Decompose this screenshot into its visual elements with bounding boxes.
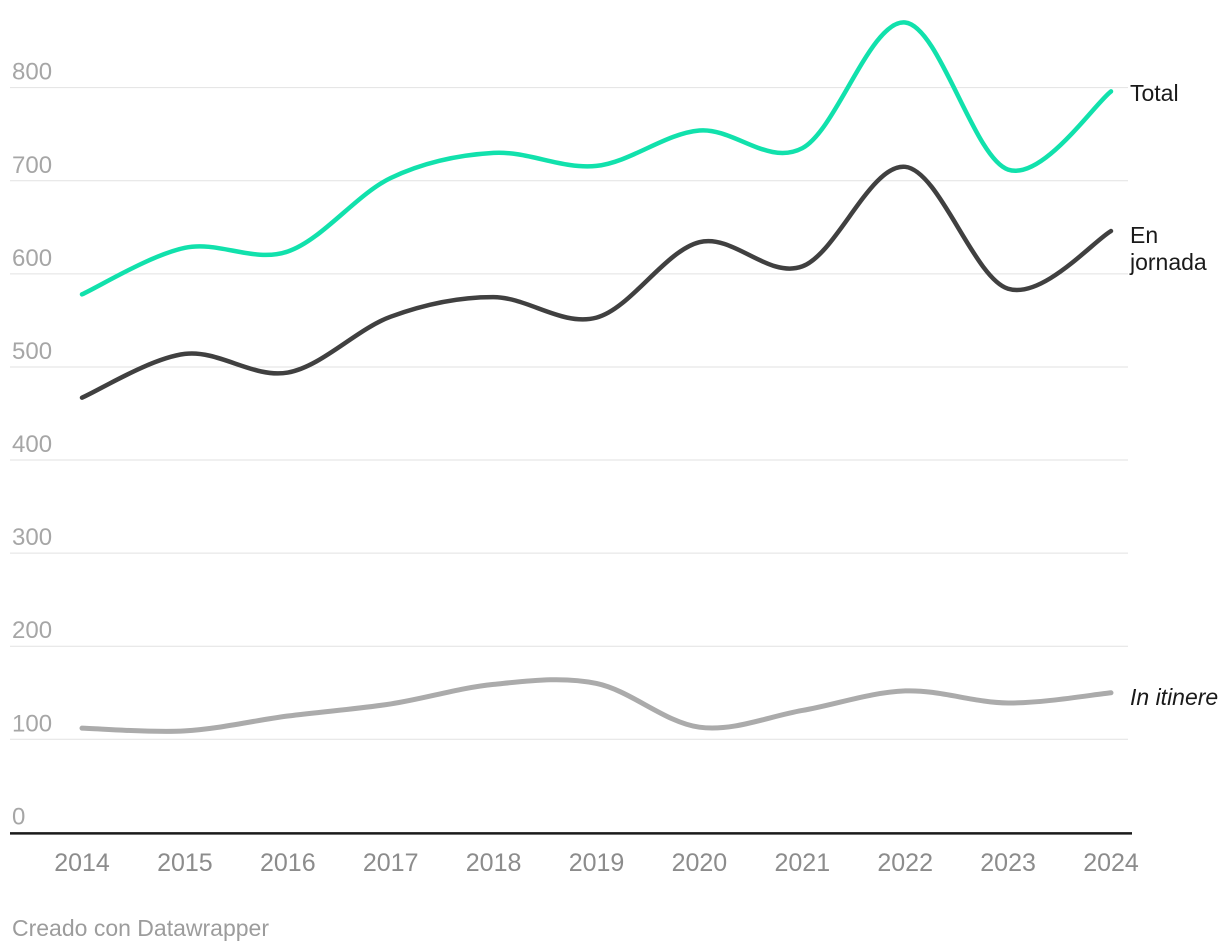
x-tick-label: 2022 bbox=[877, 849, 933, 877]
series-line-in-itinere bbox=[79, 677, 1114, 734]
series-line-en-jornada bbox=[79, 164, 1114, 400]
x-tick-label: 2015 bbox=[157, 849, 213, 877]
series-line-total bbox=[79, 20, 1114, 297]
x-tick-label: 2016 bbox=[260, 849, 316, 877]
x-tick-label: 2018 bbox=[466, 849, 522, 877]
y-tick-label: 700 bbox=[12, 152, 52, 179]
y-tick-label: 500 bbox=[12, 338, 52, 365]
x-tick-label: 2014 bbox=[54, 849, 110, 877]
x-tick-label: 2021 bbox=[774, 849, 830, 877]
series-label-total: Total bbox=[1130, 80, 1179, 106]
datawrapper-credit-link[interactable]: Creado con Datawrapper bbox=[12, 915, 269, 941]
y-tick-label: 600 bbox=[12, 245, 52, 272]
x-tick-label: 2024 bbox=[1083, 849, 1139, 877]
x-tick-label: 2020 bbox=[672, 849, 728, 877]
y-tick-label: 400 bbox=[12, 431, 52, 458]
x-tick-label: 2017 bbox=[363, 849, 419, 877]
y-tick-label: 800 bbox=[12, 59, 52, 86]
series-label-en-jornada: En jornada bbox=[1130, 222, 1207, 275]
y-tick-label: 300 bbox=[12, 524, 52, 551]
y-tick-label: 100 bbox=[12, 710, 52, 737]
x-tick-label: 2023 bbox=[980, 849, 1036, 877]
x-tick-label: 2019 bbox=[569, 849, 625, 877]
y-tick-label: 0 bbox=[12, 803, 25, 830]
y-tick-label: 200 bbox=[12, 617, 52, 644]
series-label-in-itinere: In itinere bbox=[1130, 684, 1219, 710]
